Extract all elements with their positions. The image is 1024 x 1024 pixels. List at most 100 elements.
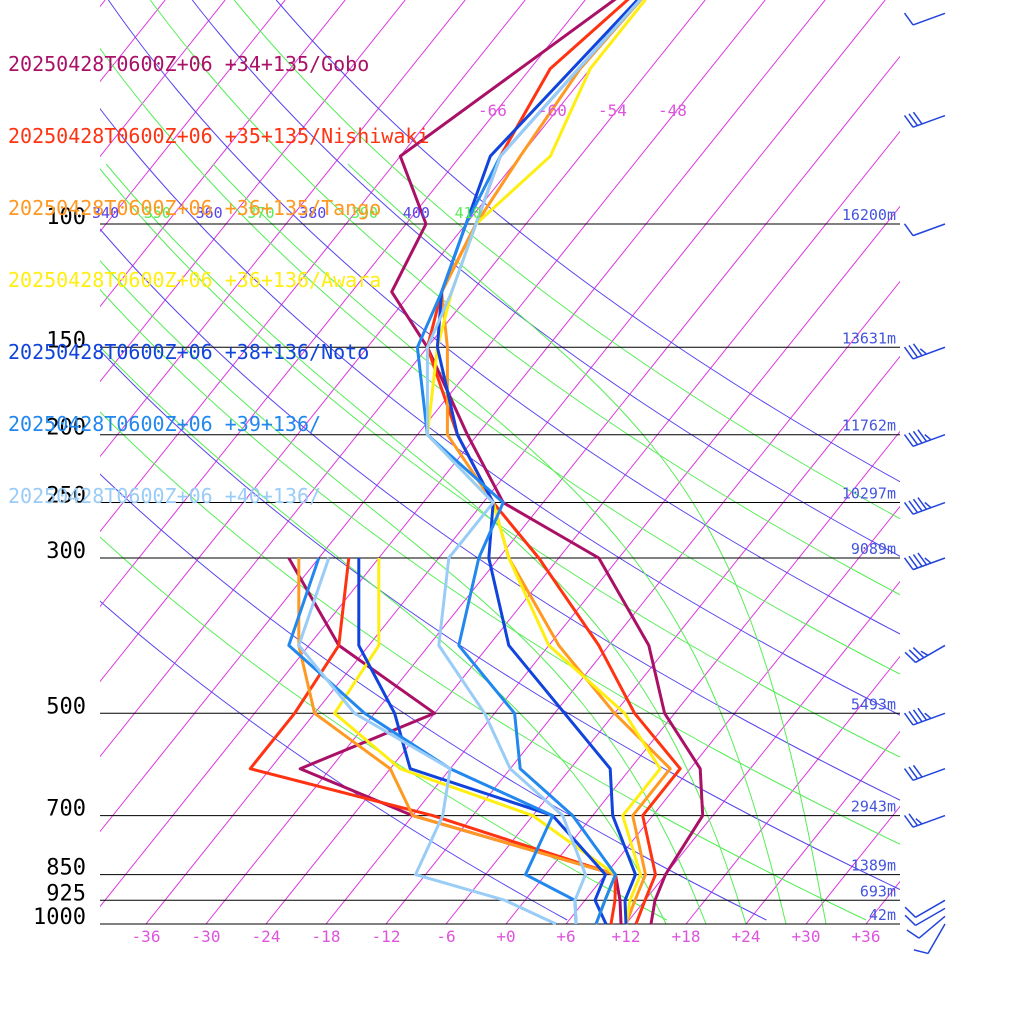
wind-barb-flag [912,343,923,357]
wind-barb-flag [912,430,923,444]
wind-barb-flag [908,432,919,446]
wind-barb-flag [924,434,932,441]
wind-barb-flag [917,552,928,566]
isobar-lines [100,223,900,925]
temperature-line-5 [415,0,642,925]
wind-barb-flag [912,709,923,723]
pressure-label: 700 [46,797,86,822]
pressure-label: 100 [46,205,86,230]
legend-entry-40-136: 20250428T0600Z+06 +40+136/ [8,484,322,508]
theta-label: 400 [403,204,430,222]
temperature-tick-label: +6 [556,927,575,946]
profile-lines [248,0,705,925]
isotherm-line [100,0,586,608]
wind-barb-flag [903,768,914,781]
isotherm-line [145,0,886,925]
pressure-label: 150 [46,328,86,353]
isotherm-line [385,280,900,925]
wind-barb-staff [912,346,946,360]
isotherm-line [100,0,226,158]
wind-barb-staff [912,814,946,828]
legend-entry-noto: 20250428T0600Z+06 +38+136/Noto [8,340,370,364]
wind-barb-flag [903,114,914,128]
pressure-label: 850 [46,856,86,881]
wind-barb-flag [913,949,929,955]
temperature-tick-label: +30 [792,927,821,946]
height-label: 1389m [851,857,896,875]
dry-adiabat-lines [100,0,900,921]
isotherm-line [100,0,346,308]
temperature-tick-label: -12 [372,927,401,946]
height-label: 693m [860,882,896,900]
dry-adiabat-line [100,411,867,921]
wind-barb-staff [912,434,946,448]
wind-barb-flag [903,434,914,447]
height-label: 2943m [851,798,896,816]
moist-adiabat-line [212,163,787,925]
dry-adiabat-line [100,473,767,921]
wind-barb-staff [912,501,946,515]
isotherm-line [445,355,900,925]
isotherm-line [625,580,900,925]
temperature-line-3 [425,0,662,925]
wind-barb-flag [904,914,917,926]
height-label: 10297m [842,485,896,503]
legend-entry-nishiwaki: 20250428T0600Z+06 +35+135/Nishiwaki [8,124,430,148]
wind-barb-flag [906,929,920,939]
temperature-tick-label: +12 [612,927,641,946]
wind-barbs [903,12,946,955]
isotherm-upper-label: -60 [538,101,567,120]
wind-barb-flag [924,712,932,719]
wind-barb-flag [908,813,919,827]
dry-adiabat-line [233,0,900,520]
height-label: 9089m [851,540,896,558]
wind-barb-flag [917,497,928,510]
wind-barb-flag [903,814,914,828]
wind-barb-flag [912,554,923,567]
dry-adiabat-line [100,47,900,675]
temperature-tick-label: -36 [132,927,161,946]
wind-barb-flag [920,650,929,656]
pressure-label: 200 [46,416,86,441]
temperature-line-6 [425,0,642,925]
legend-entry-39-136: 20250428T0600Z+06 +39+136/ [8,412,322,436]
dry-adiabat-line [100,107,900,716]
dry-adiabat-line [191,0,900,557]
legend-entry-gobo: 20250428T0600Z+06 +34+135/Gobo [8,52,370,76]
wind-barb-flag [903,346,914,360]
height-label: 13631m [842,329,896,347]
dewpoint-line-0 [287,557,623,925]
moist-adiabat-line [100,346,667,925]
wind-barb-flag [912,647,925,659]
isotherm-line [100,0,466,458]
isotherm-line [926,0,1024,924]
dry-adiabat-line [100,168,900,758]
wind-barb-flag [908,711,919,724]
height-label: 42m [869,906,896,924]
dry-adiabat-line [100,536,668,921]
wind-barb-flag [908,500,919,513]
wind-barb-flag [924,557,932,564]
wind-barb-flag [908,649,921,661]
temperature-line-2 [440,0,672,925]
wind-barb-flag [912,764,923,778]
pressure-label: 500 [46,694,86,719]
wind-barb-staff [915,644,946,664]
temperature-tick-label: -30 [192,927,221,946]
dewpoint-line-4 [357,558,608,925]
temperature-tick-label: +18 [672,927,701,946]
wind-barb-flag [904,906,917,918]
dewpoint-line-2 [297,558,617,925]
wind-barb-flag [903,501,914,515]
legend-entry-tango: 20250428T0600Z+06 +36+135/Tango [8,196,382,220]
isotherm-line [565,505,900,925]
isotherm-line [986,0,1024,924]
isotherm-upper-label: -54 [598,101,627,120]
temperature-tick-label: -18 [312,927,341,946]
wind-barb-flag [903,12,914,26]
theta-label: 350 [144,204,171,222]
wind-barb-staff [912,114,946,128]
wind-barb-flag [919,348,927,355]
dry-adiabat-line [100,288,900,845]
